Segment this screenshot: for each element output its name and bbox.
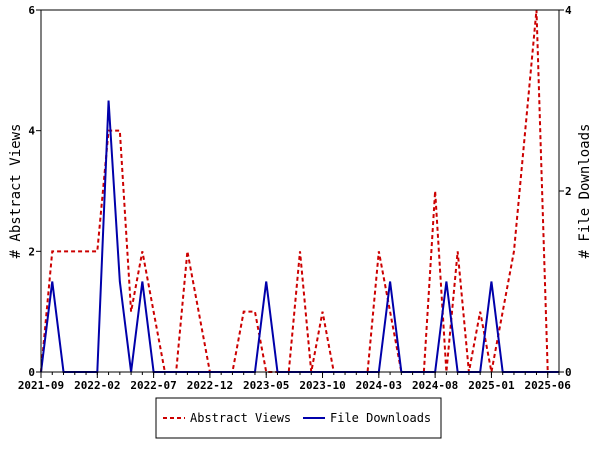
x-tick-label: 2022-12	[187, 379, 233, 392]
x-tick-label: 2024-03	[356, 379, 402, 392]
series-line-file-downloads	[40, 100, 559, 373]
legend-label-abstract-views: Abstract Views	[190, 411, 291, 425]
x-tick-label: 2022-02	[74, 379, 120, 392]
x-tick-label: 2023-05	[243, 379, 289, 392]
x-tick-label: 2021-09	[18, 379, 64, 392]
y-left-tick-label: 4	[28, 125, 35, 138]
x-tick-label: 2024-08	[412, 379, 458, 392]
y-left-tick-label: 0	[28, 366, 35, 379]
x-tick-label: 2022-07	[130, 379, 176, 392]
x-tick-label: 2023-10	[299, 379, 345, 392]
y-left-axis-title: # Abstract Views	[8, 124, 24, 259]
legend: Abstract Views File Downloads	[155, 397, 442, 439]
y-right-tick-label: 4	[565, 4, 572, 17]
axes-layer: # Abstract Views # File Downloads 024602…	[8, 4, 593, 392]
y-left-tick-label: 6	[28, 4, 35, 17]
x-tick-label: 2025-06	[525, 379, 572, 392]
y-right-tick-label: 0	[565, 366, 572, 379]
legend-label-file-downloads: File Downloads	[330, 411, 431, 425]
y-left-tick-label: 2	[28, 245, 35, 258]
y-right-tick-label: 2	[565, 185, 572, 198]
x-tick-label: 2025-01	[468, 379, 515, 392]
legend-box	[155, 397, 442, 439]
y-right-axis-title: # File Downloads	[577, 124, 593, 259]
plot-layer	[40, 9, 559, 373]
series-line-abstract-views	[40, 9, 559, 373]
